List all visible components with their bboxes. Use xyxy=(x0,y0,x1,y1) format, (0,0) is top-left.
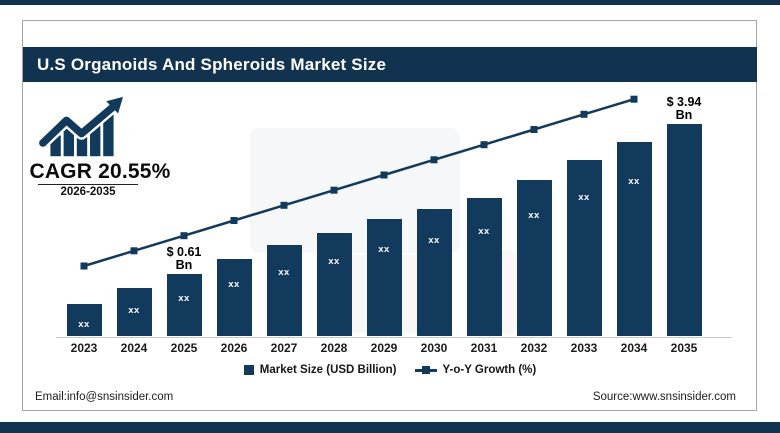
bar-2025: xx xyxy=(166,274,202,336)
x-axis-line xyxy=(56,337,732,338)
value-annotation-2035: $ 3.94 Bn xyxy=(666,95,702,123)
cagr-period: 2026-2035 xyxy=(60,186,116,198)
legend-item-yoy-growth: Y-o-Y Growth (%) xyxy=(414,364,537,376)
bar-value-label: xx xyxy=(278,267,290,278)
x-axis-label-2029: 2029 xyxy=(370,341,398,355)
legend-item-market-size: Market Size (USD Billion) xyxy=(243,364,397,376)
bar-2024: xx xyxy=(116,288,152,336)
x-axis-label-2033: 2033 xyxy=(570,341,598,355)
page-title: U.S Organoids And Spheroids Market Size xyxy=(37,54,387,74)
value-annotation-2025: $ 0.61 Bn xyxy=(166,245,202,273)
line-marker-swatch-icon xyxy=(414,365,437,375)
cagr-value: CAGR 20.55% xyxy=(29,160,171,183)
source-text: Source:www.snsinsider.com xyxy=(592,391,736,403)
bar-value-label: xx xyxy=(478,226,490,237)
bar-2027: xx xyxy=(266,245,302,336)
bar-2035 xyxy=(666,124,702,336)
x-axis-label-2023: 2023 xyxy=(70,341,98,355)
x-axis-label-2030: 2030 xyxy=(420,341,448,355)
x-axis-label-2027: 2027 xyxy=(270,341,298,355)
x-axis-label-2035: 2035 xyxy=(670,341,698,355)
bar-2032: xx xyxy=(516,180,552,336)
x-axis-label-2024: 2024 xyxy=(120,341,148,355)
bar-value-label: xx xyxy=(228,279,240,290)
title-bar: U.S Organoids And Spheroids Market Size xyxy=(23,47,757,82)
bar-value-label: xx xyxy=(128,305,140,316)
bar-value-label: xx xyxy=(628,176,640,187)
legend-label: Market Size (USD Billion) xyxy=(259,364,397,376)
bar-2023: xx xyxy=(66,304,102,336)
contact-email: Email:info@snsinsider.com xyxy=(35,391,174,403)
bar-value-label: xx xyxy=(378,244,390,255)
bar-value-label: xx xyxy=(578,192,590,203)
x-axis-label-2028: 2028 xyxy=(320,341,348,355)
bar-value-label: xx xyxy=(178,293,190,304)
bar-swatch-icon xyxy=(243,365,254,375)
x-axis-label-2025: 2025 xyxy=(170,341,198,355)
bar-2029: xx xyxy=(366,219,402,336)
x-axis-label-2026: 2026 xyxy=(220,341,248,355)
bar-value-label: xx xyxy=(428,235,440,246)
bar-2026: xx xyxy=(216,259,252,336)
growth-chart-icon xyxy=(36,94,126,157)
bar-value-label: xx xyxy=(528,210,540,221)
bar-2033: xx xyxy=(566,160,602,336)
x-axis-label-2031: 2031 xyxy=(470,341,498,355)
bar-2034: xx xyxy=(616,142,652,336)
cagr-divider xyxy=(38,184,138,185)
top-accent-strip xyxy=(0,0,780,5)
bar-2031: xx xyxy=(466,198,502,336)
bar-2028: xx xyxy=(316,233,352,336)
x-axis-label-2034: 2034 xyxy=(620,341,648,355)
bar-2030: xx xyxy=(416,209,452,336)
bar-value-label: xx xyxy=(78,319,90,330)
x-axis-label-2032: 2032 xyxy=(520,341,548,355)
chart-legend: Market Size (USD Billion) Y-o-Y Growth (… xyxy=(23,364,757,376)
bar-value-label: xx xyxy=(328,256,340,267)
legend-label: Y-o-Y Growth (%) xyxy=(442,364,537,376)
bottom-accent-strip xyxy=(0,422,780,433)
